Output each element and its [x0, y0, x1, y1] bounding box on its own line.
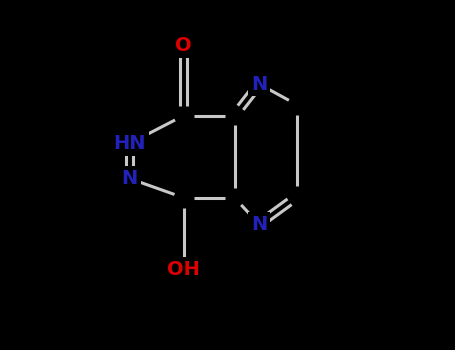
Text: N: N [251, 215, 267, 233]
Text: HN: HN [113, 134, 146, 153]
Text: N: N [121, 169, 137, 188]
Text: OH: OH [167, 260, 200, 279]
Text: N: N [251, 75, 267, 93]
Text: O: O [176, 36, 192, 55]
